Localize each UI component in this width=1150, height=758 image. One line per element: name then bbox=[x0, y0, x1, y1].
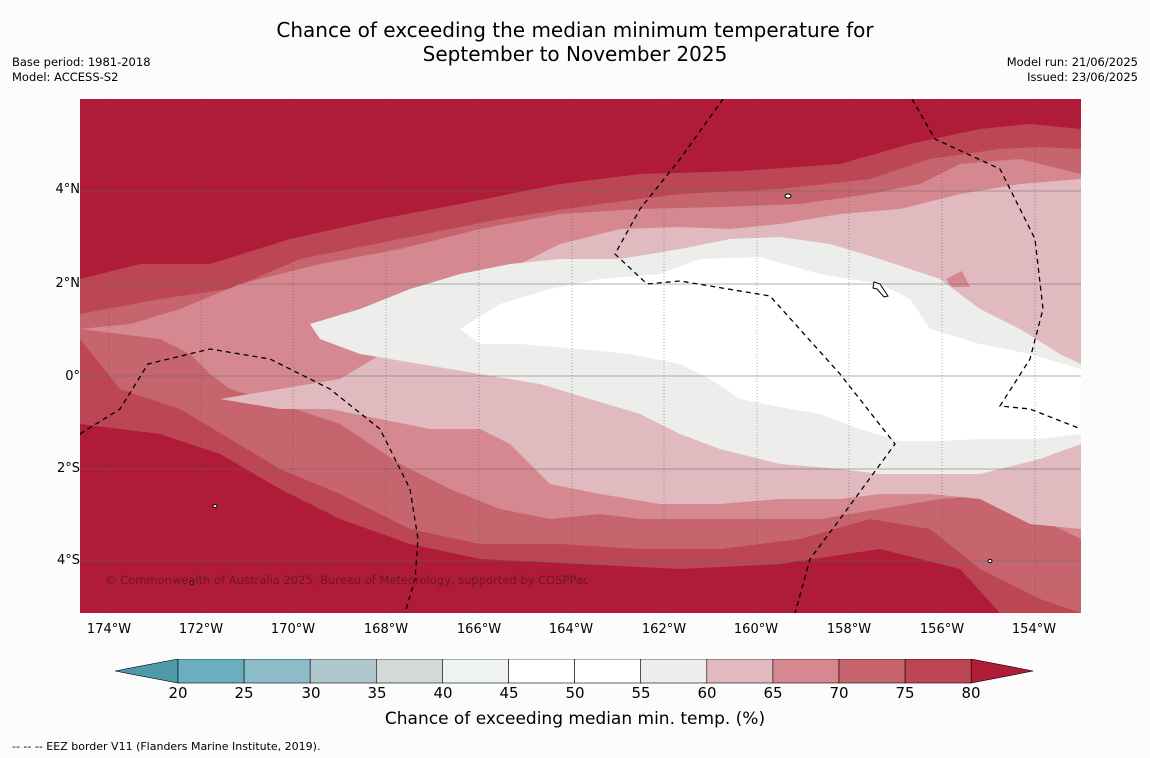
lon-label-156W: 156°W bbox=[919, 622, 965, 637]
lat-label-4N: 4°N bbox=[55, 182, 81, 197]
lat-label-2S: 2°S bbox=[56, 461, 80, 476]
lon-label-170W: 170°W bbox=[270, 622, 316, 637]
colorbar-tick-35: 35 bbox=[367, 684, 387, 702]
colorbar-bin-7 bbox=[640, 659, 708, 684]
lat-lines bbox=[80, 190, 1081, 562]
colorbar-tick-25: 25 bbox=[234, 684, 254, 702]
colorbar bbox=[115, 659, 1034, 684]
colorbar-extend-low bbox=[115, 659, 179, 684]
colorbar-tick-60: 60 bbox=[697, 684, 717, 702]
colorbar-tick-20: 20 bbox=[168, 684, 188, 702]
colorbar-tick-50: 50 bbox=[565, 684, 585, 702]
title-line-2: September to November 2025 bbox=[422, 42, 728, 66]
base-period: Base period: 1981-2018 bbox=[12, 55, 151, 69]
colorbar-bin-4 bbox=[442, 659, 509, 684]
lat-label-4S: 4°S bbox=[56, 553, 80, 568]
copyright-text: © Commonwealth of Australia 2025, Bureau… bbox=[105, 573, 590, 587]
colorbar-bin-10 bbox=[838, 659, 906, 684]
colorbar-tick-65: 65 bbox=[763, 684, 783, 702]
colorbar-bin-9 bbox=[772, 659, 840, 684]
colorbar-extend-high bbox=[970, 659, 1034, 684]
meta-right: Model run: 21/06/2025 Issued: 23/06/2025 bbox=[1007, 55, 1138, 85]
lat-label-0: 0° bbox=[65, 369, 80, 384]
colorbar-bin-11 bbox=[904, 659, 972, 684]
lon-label-162W: 162°W bbox=[641, 622, 687, 637]
lon-label-174W: 174°W bbox=[86, 622, 132, 637]
lon-label-166W: 166°W bbox=[456, 622, 502, 637]
colorbar-bin-5 bbox=[508, 659, 575, 684]
issued-date: Issued: 23/06/2025 bbox=[1027, 70, 1138, 84]
map-title: Chance of exceeding the median minimum t… bbox=[0, 18, 1150, 66]
colorbar-tick-30: 30 bbox=[301, 684, 321, 702]
lon-label-164W: 164°W bbox=[548, 622, 594, 637]
colorbar-tick-55: 55 bbox=[631, 684, 651, 702]
colorbar-bin-1 bbox=[243, 659, 311, 684]
colorbar-tick-75: 75 bbox=[895, 684, 915, 702]
colorbar-tick-80: 80 bbox=[961, 684, 981, 702]
lon-label-168W: 168°W bbox=[363, 622, 409, 637]
colorbar-bin-2 bbox=[309, 659, 377, 684]
colorbar-bin-3 bbox=[375, 659, 443, 684]
lon-label-160W: 160°W bbox=[733, 622, 779, 637]
model-name: Model: ACCESS-S2 bbox=[12, 70, 119, 84]
colorbar-label: Chance of exceeding median min. temp. (%… bbox=[384, 709, 766, 729]
lat-label-2N: 2°N bbox=[55, 276, 81, 291]
lon-label-154W: 154°W bbox=[1011, 622, 1057, 637]
band-50 bbox=[460, 257, 1081, 441]
lon-label-172W: 172°W bbox=[178, 622, 224, 637]
colorbar-tick-40: 40 bbox=[433, 684, 453, 702]
model-run: Model run: 21/06/2025 bbox=[1006, 55, 1138, 69]
colorbar-tick-45: 45 bbox=[499, 684, 519, 702]
title-line-1: Chance of exceeding the median minimum t… bbox=[276, 18, 874, 42]
band-65-island bbox=[946, 271, 970, 287]
colorbar-bin-0 bbox=[177, 659, 245, 684]
colorbar-tick-70: 70 bbox=[829, 684, 849, 702]
map-svg bbox=[80, 99, 1081, 613]
meta-left: Base period: 1981-2018 Model: ACCESS-S2 bbox=[12, 55, 151, 85]
eez-legend-note: -- -- -- EEZ border V11 (Flanders Marine… bbox=[12, 740, 321, 753]
eez-borders bbox=[80, 99, 1081, 613]
colorbar-bin-6 bbox=[574, 659, 642, 684]
islands bbox=[190, 193, 993, 585]
colorbar-bin-8 bbox=[706, 659, 774, 684]
lon-label-158W: 158°W bbox=[826, 622, 872, 637]
probability-map: © Commonwealth of Australia 2025, Bureau… bbox=[80, 99, 1081, 613]
